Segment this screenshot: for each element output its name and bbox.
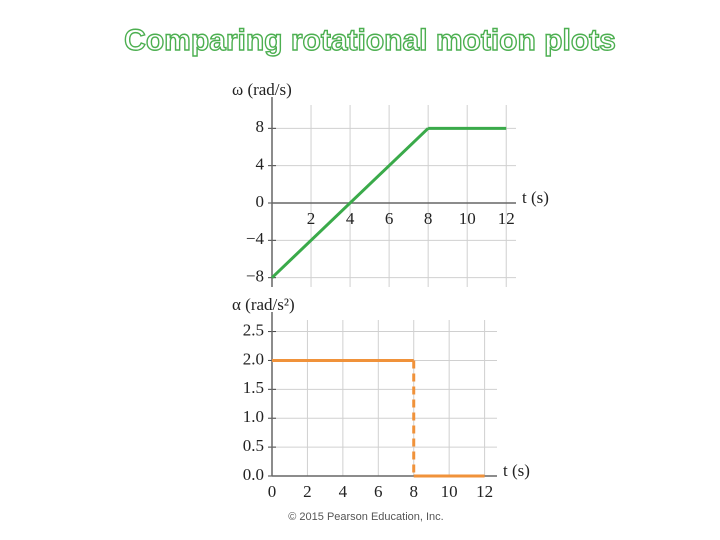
y-axis-label: α (rad/s²): [232, 295, 295, 314]
y-tick-label: 0.0: [243, 465, 264, 484]
y-tick-label: 1.5: [243, 378, 264, 397]
y-tick-label: −4: [246, 229, 265, 248]
x-tick-label: 10: [441, 482, 458, 501]
footer: © 2015 Pearson Education, Inc.: [288, 511, 443, 523]
x-axis-label: t (s): [503, 461, 530, 480]
x-axis-label: t (s): [522, 188, 549, 207]
x-tick-label: 2: [303, 482, 312, 501]
slide-title: Comparing rotational motion plots: [124, 24, 616, 57]
y-tick-label: −8: [246, 267, 264, 286]
x-tick-label: 12: [476, 482, 493, 501]
x-tick-label: 0: [268, 482, 277, 501]
x-tick-label: 2: [307, 209, 316, 228]
line-segment: [270, 127, 430, 279]
y-tick-label: 2.5: [243, 320, 264, 339]
y-tick-label: 0: [256, 192, 265, 211]
y-tick-label: 0.5: [243, 436, 264, 455]
x-tick-label: 8: [424, 209, 433, 228]
y-axis-label: ω (rad/s): [232, 80, 292, 99]
y-tick-label: 4: [256, 155, 265, 174]
x-tick-label: 10: [459, 209, 476, 228]
x-tick-label: 6: [374, 482, 383, 501]
x-tick-label: 8: [409, 482, 418, 501]
x-tick-label: 12: [498, 209, 515, 228]
y-tick-label: 1.0: [243, 407, 264, 426]
y-tick-label: 2.0: [243, 349, 264, 368]
x-tick-label: 4: [346, 209, 355, 228]
x-tick-label: 6: [385, 209, 394, 228]
y-tick-label: 8: [256, 117, 265, 136]
x-tick-label: 4: [339, 482, 348, 501]
